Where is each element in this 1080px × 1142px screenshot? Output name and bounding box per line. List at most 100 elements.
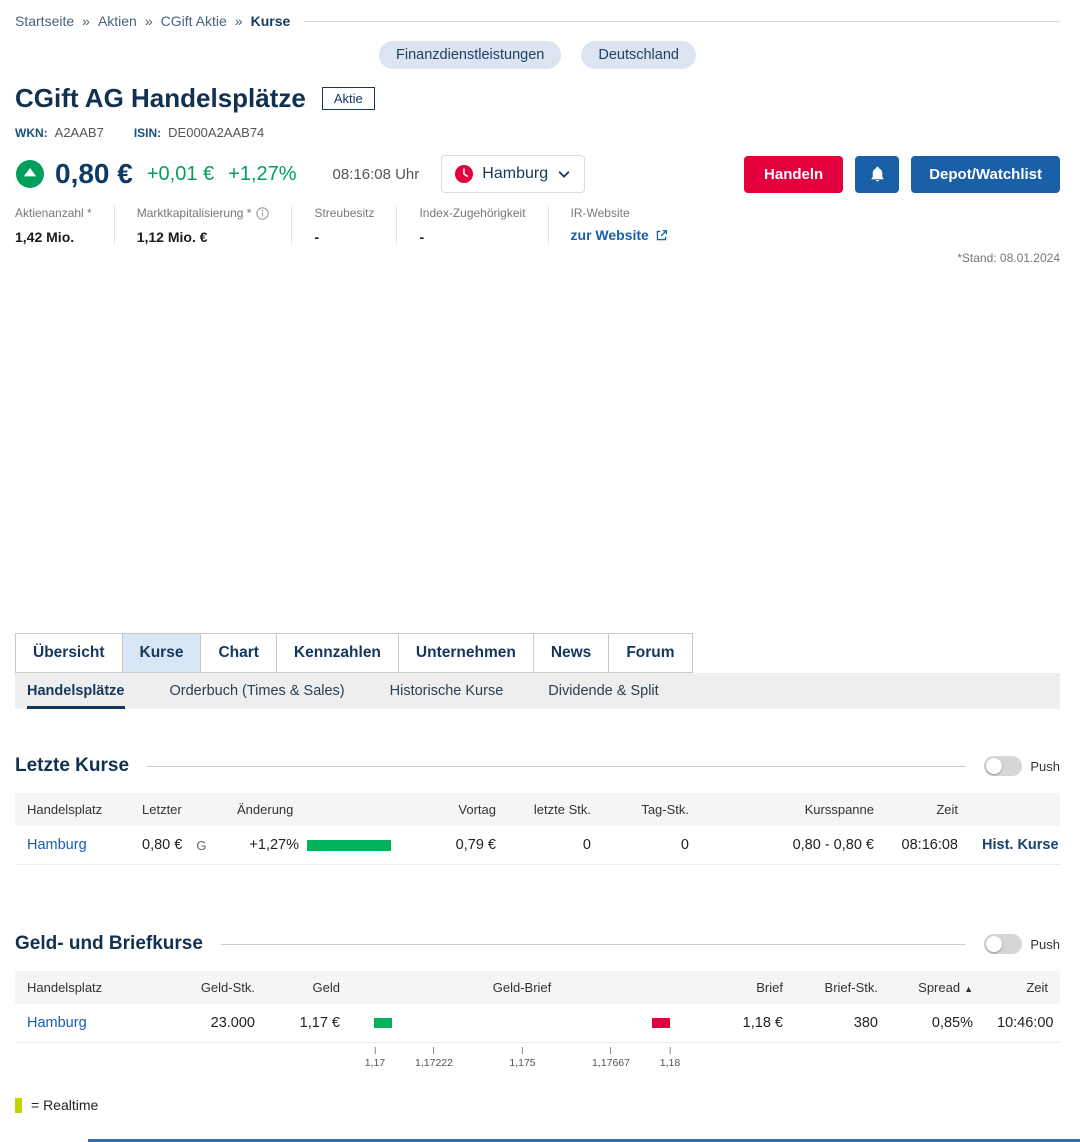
bid-marker: [374, 1018, 392, 1028]
handeln-button[interactable]: Handeln: [744, 155, 844, 193]
breadcrumb-separator: »: [82, 13, 90, 29]
tab-news[interactable]: News: [532, 633, 610, 673]
tag-sector[interactable]: Finanzdienstleistungen: [379, 41, 562, 69]
tick-label: 1,17222: [415, 1057, 453, 1069]
sub-tabs: Handelsplätze Orderbuch (Times & Sales) …: [15, 673, 1060, 709]
tick-mark: [610, 1047, 612, 1054]
col-aenderung: Änderung: [225, 793, 420, 826]
price-change-abs: +0,01 €: [146, 162, 215, 185]
axis-tick: 1,175: [509, 1047, 536, 1069]
change-bar: [307, 839, 391, 851]
tick-label: 1,17: [364, 1057, 386, 1069]
zeit-value: 10:46:00: [985, 1004, 1060, 1043]
page-title: CGift AG Handelsplätze: [15, 83, 306, 113]
subtab-dividende-split[interactable]: Dividende & Split: [548, 683, 659, 699]
col-spread-label: Spread: [918, 980, 961, 995]
geld-stk-value: 23.000: [155, 1004, 267, 1043]
stat-value: -: [314, 229, 320, 245]
toggle-knob: [986, 936, 1003, 952]
table-row: Hamburg 23.000 1,17 € 1,18 € 380 0,85% 1…: [15, 1004, 1060, 1043]
tab-unternehmen[interactable]: Unternehmen: [397, 633, 534, 673]
tab-kennzahlen[interactable]: Kennzahlen: [275, 633, 399, 673]
section-divider: [220, 943, 967, 945]
quote-type-flag: G: [196, 837, 207, 853]
aenderung-value: +1,27%: [249, 837, 299, 853]
instrument-ids: WKN: A2AAB7 ISIN: DE000A2AAB74: [15, 125, 1060, 140]
chart-area: [15, 265, 1060, 633]
depot-watchlist-button[interactable]: Depot/Watchlist: [911, 155, 1060, 193]
tick-label: 1,18: [659, 1057, 681, 1069]
push-label: Push: [1030, 758, 1060, 774]
col-geld-stk: Geld-Stk.: [155, 971, 267, 1004]
letzte-kurse-table: Handelsplatz Letzter Änderung Vortag let…: [15, 793, 1060, 865]
subtab-orderbuch[interactable]: Orderbuch (Times & Sales): [169, 683, 345, 699]
hist-kurse-link[interactable]: Hist. Kurse: [982, 837, 1059, 853]
isin-label: ISIN:: [133, 125, 162, 140]
subtab-handelsplaetze[interactable]: Handelsplätze: [27, 673, 125, 709]
tab-kurse[interactable]: Kurse: [121, 633, 202, 673]
tab-chart[interactable]: Chart: [200, 633, 277, 673]
brief-stk-value: 380: [795, 1004, 890, 1043]
info-icon[interactable]: [256, 206, 270, 220]
page: Startseite » Aktien » CGift Aktie » Kurs…: [15, 0, 1060, 1113]
ir-website-link[interactable]: zur Website: [571, 227, 668, 243]
tick-label: 1,175: [509, 1057, 536, 1069]
alert-bell-button[interactable]: [855, 155, 900, 193]
breadcrumb-separator: »: [234, 13, 243, 29]
push-label: Push: [1030, 936, 1060, 952]
section-divider: [147, 765, 967, 767]
stat-label: IR-Website: [570, 206, 630, 220]
breadcrumb-divider: [304, 20, 1060, 22]
handelsplatz-link[interactable]: Hamburg: [27, 1015, 87, 1031]
subtab-historische-kurse[interactable]: Historische Kurse: [389, 683, 504, 699]
push-toggle-geld-brief[interactable]: [984, 934, 1023, 954]
table-header-row: Handelsplatz Letzter Änderung Vortag let…: [15, 793, 1060, 826]
wkn-label: WKN:: [15, 125, 48, 140]
breadcrumb-link-cgift-aktie[interactable]: CGift Aktie: [160, 13, 227, 29]
tag-country[interactable]: Deutschland: [581, 41, 696, 69]
col-zeit: Zeit: [985, 971, 1060, 1004]
toggle-knob: [986, 758, 1003, 774]
col-letzter: Letzter: [130, 793, 225, 826]
stand-footnote: *Stand: 08.01.2024: [957, 251, 1060, 265]
geld-brief-spread-bar: [364, 1017, 680, 1029]
axis-tick: 1,17222: [415, 1047, 453, 1069]
ask-marker: [652, 1018, 670, 1028]
ir-website-link-label: zur Website: [570, 227, 649, 243]
breadcrumb-current: Kurse: [250, 13, 291, 29]
vortag-value: 0,79 €: [420, 826, 508, 865]
sort-asc-icon: ▲: [964, 984, 973, 994]
col-tag-stk: Tag-Stk.: [603, 793, 701, 826]
exchange-selector[interactable]: Hamburg: [441, 155, 586, 193]
tags-row: Finanzdienstleistungen Deutschland: [15, 41, 1060, 69]
instrument-type-badge: Aktie: [321, 87, 375, 110]
stat-index-zugehoerigkeit: Index-Zugehörigkeit -: [397, 206, 549, 245]
stat-streubesitz: Streubesitz -: [292, 206, 398, 245]
clock-icon: [455, 165, 474, 183]
col-geld-brief: Geld-Brief: [352, 971, 692, 1004]
brief-value: 1,18 €: [692, 1004, 795, 1043]
spread-axis: 1,17 1,17222 1,175 1,17667 1,18: [365, 1047, 680, 1073]
breadcrumb: Startseite » Aktien » CGift Aktie » Kurs…: [15, 0, 1060, 29]
push-toggle-letzte-kurse[interactable]: [984, 756, 1023, 776]
stat-marktkapitalisierung: Marktkapitalisierung * 1,12 Mio. €: [115, 206, 293, 245]
col-handelsplatz: Handelsplatz: [15, 793, 130, 826]
tick-mark: [669, 1047, 671, 1054]
geld-value: 1,17 €: [267, 1004, 352, 1043]
tab-forum[interactable]: Forum: [608, 633, 693, 673]
geld-brief-header: Geld- und Briefkurse Push: [15, 933, 1060, 955]
stat-value: 1,42 Mio.: [15, 229, 75, 245]
tab-uebersicht[interactable]: Übersicht: [15, 633, 123, 673]
breadcrumb-link-aktien[interactable]: Aktien: [97, 13, 137, 29]
breadcrumb-link-startseite[interactable]: Startseite: [15, 13, 75, 29]
price-change-pct: +1,27%: [228, 162, 297, 185]
col-letzte-stk: letzte Stk.: [508, 793, 603, 826]
stat-aktienanzahl: Aktienanzahl * 1,42 Mio.: [15, 206, 115, 245]
col-spread[interactable]: Spread ▲: [890, 971, 985, 1004]
key-figures-bar: Aktienanzahl * 1,42 Mio. Marktkapitalisi…: [15, 206, 1060, 245]
col-vortag: Vortag: [420, 793, 508, 826]
stat-ir-website: IR-Website zur Website: [549, 206, 690, 245]
stat-label: Aktienanzahl *: [15, 206, 92, 220]
tick-mark: [433, 1047, 435, 1054]
handelsplatz-link[interactable]: Hamburg: [27, 837, 87, 853]
